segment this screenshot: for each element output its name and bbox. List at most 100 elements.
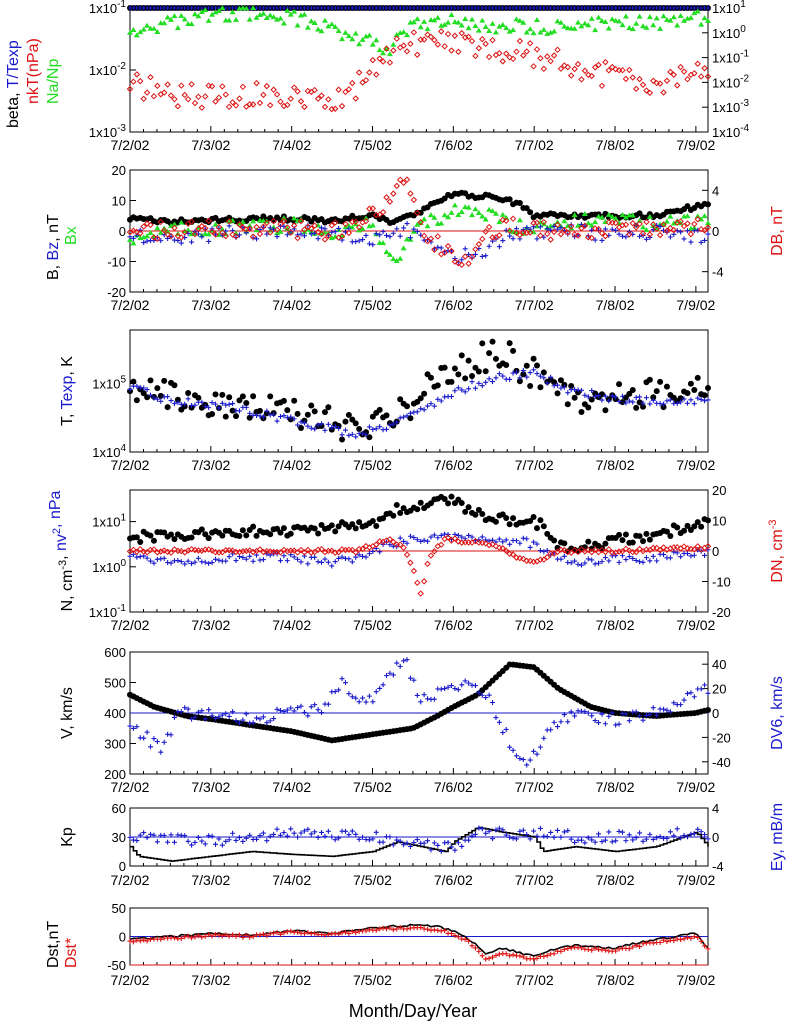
data-point bbox=[226, 837, 232, 843]
data-point bbox=[684, 522, 691, 529]
data-point bbox=[630, 944, 636, 950]
tick-label: 0 bbox=[712, 544, 719, 559]
data-point bbox=[209, 933, 215, 939]
data-point bbox=[417, 590, 424, 597]
data-point bbox=[143, 220, 151, 227]
data-point bbox=[581, 67, 589, 74]
data-point bbox=[264, 231, 270, 237]
data-point bbox=[417, 499, 424, 506]
data-point bbox=[427, 235, 435, 242]
data-point bbox=[318, 28, 325, 34]
data-point bbox=[469, 379, 475, 385]
data-point bbox=[342, 220, 349, 228]
data-point bbox=[189, 935, 195, 941]
data-point bbox=[592, 718, 598, 724]
data-point bbox=[239, 527, 246, 534]
data-point bbox=[599, 711, 605, 717]
data-point bbox=[346, 931, 352, 937]
data-point bbox=[277, 529, 284, 536]
data-point bbox=[656, 546, 664, 554]
data-point bbox=[192, 839, 198, 845]
data-point bbox=[240, 838, 246, 844]
data-point bbox=[506, 521, 513, 528]
x-tick-label: 7/9/02 bbox=[676, 779, 715, 795]
data-point bbox=[384, 926, 390, 932]
y-right-axis-label: DN, cm-3 bbox=[767, 519, 786, 582]
data-point bbox=[189, 716, 195, 722]
data-point bbox=[198, 104, 206, 111]
data-point bbox=[185, 933, 191, 939]
data-point bbox=[219, 933, 225, 939]
panel-4: 7/2/02 7/3/02 7/4/02 7/5/02 7/6/02 7/7/02 7/8/… bbox=[47, 483, 786, 633]
data-point bbox=[213, 556, 219, 562]
data-point bbox=[271, 831, 277, 837]
data-point bbox=[339, 36, 346, 42]
data-point bbox=[424, 237, 431, 245]
data-point bbox=[472, 385, 478, 391]
data-point bbox=[578, 837, 584, 843]
data-point bbox=[387, 422, 393, 428]
data-point bbox=[598, 17, 605, 23]
data-point bbox=[288, 414, 294, 420]
data-point bbox=[407, 190, 414, 197]
data-point bbox=[482, 40, 489, 48]
data-point bbox=[264, 408, 270, 414]
data-point bbox=[360, 430, 366, 436]
data-point bbox=[370, 836, 376, 842]
data-point bbox=[568, 945, 574, 951]
data-point bbox=[476, 690, 482, 696]
data-point bbox=[681, 396, 687, 402]
tick-label-base: 1x10 bbox=[712, 100, 740, 115]
data-point bbox=[459, 843, 465, 849]
data-point bbox=[687, 230, 695, 238]
data-point bbox=[325, 96, 332, 103]
data-point bbox=[216, 557, 222, 563]
data-point bbox=[431, 548, 438, 555]
data-point bbox=[572, 713, 578, 719]
data-point bbox=[558, 225, 564, 231]
tick-label-base: 1x10 bbox=[92, 445, 120, 460]
data-point bbox=[185, 390, 192, 397]
data-point bbox=[530, 513, 537, 520]
data-point bbox=[506, 227, 513, 234]
data-point bbox=[212, 9, 219, 15]
data-point bbox=[373, 927, 379, 933]
data-point bbox=[253, 14, 260, 20]
data-point bbox=[308, 831, 314, 837]
data-point bbox=[312, 554, 318, 560]
tick-label-base: -4 bbox=[712, 265, 724, 280]
data-point bbox=[335, 549, 342, 556]
data-point bbox=[236, 95, 243, 102]
data-point bbox=[182, 401, 188, 407]
tick-label: -20 bbox=[712, 605, 731, 620]
data-point bbox=[312, 829, 318, 835]
data-point bbox=[417, 209, 424, 216]
data-point bbox=[486, 350, 493, 357]
x-tick-label: 7/9/02 bbox=[676, 617, 715, 633]
data-point bbox=[362, 215, 369, 221]
data-point bbox=[609, 393, 615, 399]
data-point bbox=[596, 720, 602, 726]
data-point bbox=[606, 713, 612, 719]
data-point bbox=[516, 17, 523, 23]
data-point bbox=[356, 519, 363, 526]
data-point bbox=[256, 407, 263, 414]
data-point bbox=[212, 231, 219, 238]
data-point bbox=[646, 14, 653, 20]
data-point bbox=[380, 839, 386, 845]
data-point bbox=[160, 89, 168, 96]
data-point bbox=[151, 560, 157, 566]
x-tick-label: 7/9/02 bbox=[676, 297, 715, 313]
tick-label: 1x10-1 bbox=[89, 0, 127, 16]
data-point bbox=[588, 234, 595, 242]
data-point bbox=[466, 252, 472, 258]
data-point bbox=[598, 82, 606, 90]
data-point bbox=[640, 23, 647, 29]
data-point bbox=[345, 86, 353, 93]
data-point bbox=[420, 232, 428, 240]
data-point bbox=[377, 926, 383, 932]
data-point bbox=[291, 830, 297, 836]
data-point bbox=[705, 836, 711, 842]
data-point bbox=[420, 578, 428, 585]
data-point bbox=[411, 535, 417, 541]
